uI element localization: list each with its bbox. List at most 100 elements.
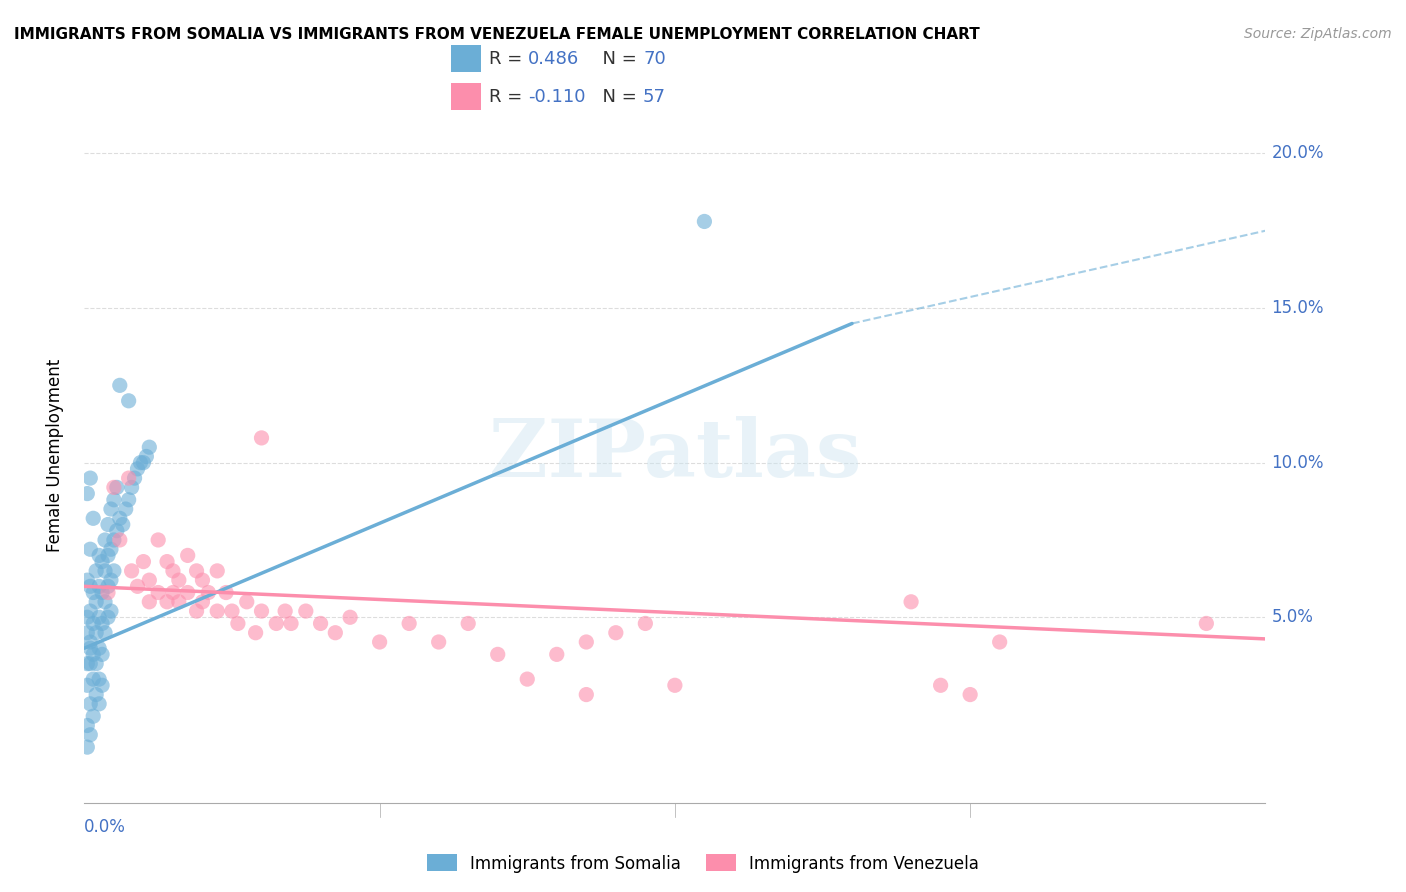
Point xyxy=(105,480,128,494)
Point xyxy=(87,549,111,563)
Point xyxy=(129,456,152,470)
Point xyxy=(215,585,238,599)
Point xyxy=(516,672,538,686)
Point xyxy=(197,585,219,599)
Point xyxy=(205,604,228,618)
Point xyxy=(97,610,120,624)
Text: 10.0%: 10.0% xyxy=(1271,454,1324,472)
Point xyxy=(186,604,208,618)
Text: R =: R = xyxy=(489,87,529,105)
Point xyxy=(664,678,686,692)
Point xyxy=(76,740,98,755)
Point xyxy=(87,579,111,593)
Text: ZIPatlas: ZIPatlas xyxy=(489,416,860,494)
Point xyxy=(100,573,122,587)
Point xyxy=(575,635,598,649)
Point xyxy=(82,511,104,525)
Point xyxy=(87,641,111,656)
Point xyxy=(162,564,184,578)
Point xyxy=(156,595,179,609)
Point xyxy=(245,625,267,640)
Text: 20.0%: 20.0% xyxy=(1271,145,1324,162)
Point xyxy=(91,678,114,692)
Point xyxy=(97,549,120,563)
Point xyxy=(148,585,170,599)
Point xyxy=(91,555,114,569)
Point xyxy=(114,502,136,516)
Point xyxy=(929,678,952,692)
Point xyxy=(111,517,134,532)
Y-axis label: Female Unemployment: Female Unemployment xyxy=(45,359,63,551)
Text: 5.0%: 5.0% xyxy=(1271,608,1313,626)
Point xyxy=(94,625,117,640)
Point xyxy=(1195,616,1218,631)
Point xyxy=(121,564,143,578)
Point xyxy=(91,616,114,631)
Point xyxy=(84,688,107,702)
Point xyxy=(118,471,141,485)
Point xyxy=(295,604,318,618)
Point xyxy=(118,492,141,507)
Text: 0.486: 0.486 xyxy=(527,50,579,68)
Point xyxy=(76,625,98,640)
Point xyxy=(309,616,332,631)
Point xyxy=(82,585,104,599)
Point xyxy=(79,641,101,656)
Point xyxy=(162,585,184,599)
Point xyxy=(250,431,273,445)
Point xyxy=(235,595,259,609)
Point xyxy=(108,511,131,525)
Point xyxy=(76,486,98,500)
Point xyxy=(121,480,143,494)
Point xyxy=(191,573,214,587)
Text: 57: 57 xyxy=(643,87,666,105)
Point xyxy=(138,440,160,454)
Point xyxy=(693,214,716,228)
Point xyxy=(156,555,179,569)
Point xyxy=(124,471,146,485)
Point xyxy=(368,635,391,649)
Point xyxy=(91,585,114,599)
Text: 70: 70 xyxy=(643,50,666,68)
Point xyxy=(988,635,1011,649)
Point xyxy=(84,625,107,640)
Point xyxy=(82,648,104,662)
Point xyxy=(108,378,131,392)
Point xyxy=(280,616,302,631)
Point xyxy=(100,604,122,618)
Point xyxy=(79,542,101,557)
Point xyxy=(100,542,122,557)
Bar xyxy=(451,83,481,111)
Point xyxy=(167,595,190,609)
Point xyxy=(82,672,104,686)
Point xyxy=(76,610,98,624)
Point xyxy=(79,697,101,711)
Point xyxy=(84,595,107,609)
Point xyxy=(103,492,125,507)
Point xyxy=(148,533,170,547)
Legend: Immigrants from Somalia, Immigrants from Venezuela: Immigrants from Somalia, Immigrants from… xyxy=(420,847,986,880)
Point xyxy=(94,564,117,578)
Point xyxy=(84,564,107,578)
Point xyxy=(339,610,361,624)
Text: R =: R = xyxy=(489,50,529,68)
Text: 0.0%: 0.0% xyxy=(84,818,127,836)
Point xyxy=(546,648,568,662)
Text: N =: N = xyxy=(591,50,643,68)
Point xyxy=(84,657,107,671)
Point xyxy=(205,564,228,578)
Point xyxy=(177,585,200,599)
Point xyxy=(82,616,104,631)
Point xyxy=(79,471,101,485)
Point xyxy=(127,462,149,476)
Point xyxy=(76,657,98,671)
Point xyxy=(323,625,347,640)
Point xyxy=(97,585,120,599)
Text: IMMIGRANTS FROM SOMALIA VS IMMIGRANTS FROM VENEZUELA FEMALE UNEMPLOYMENT CORRELA: IMMIGRANTS FROM SOMALIA VS IMMIGRANTS FR… xyxy=(14,27,980,42)
Point xyxy=(138,573,160,587)
Point xyxy=(94,533,117,547)
Point xyxy=(79,657,101,671)
Bar xyxy=(451,45,481,72)
Point xyxy=(79,728,101,742)
Point xyxy=(264,616,288,631)
